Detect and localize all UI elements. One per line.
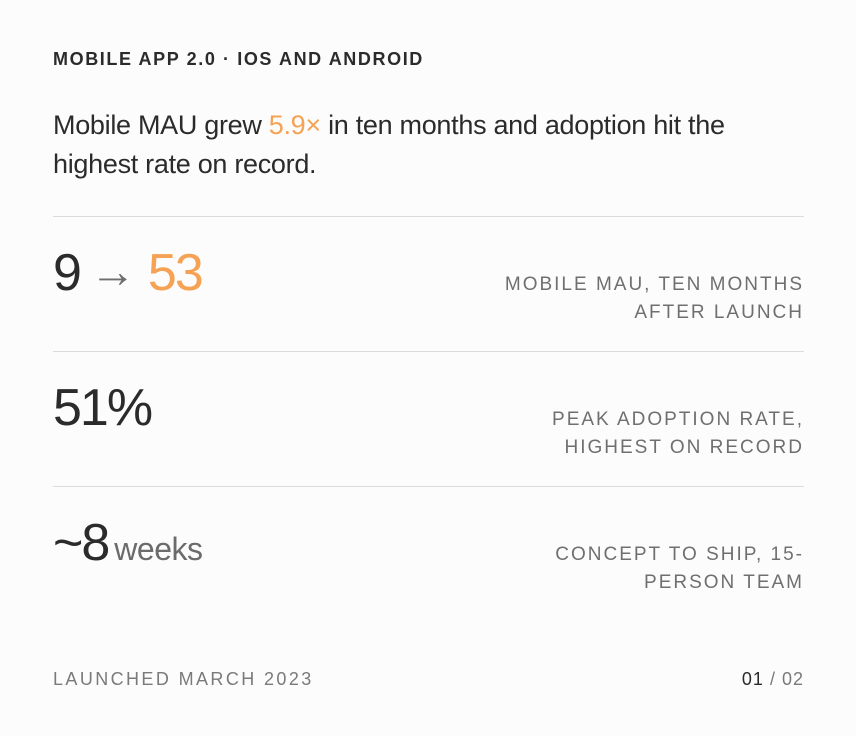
arrow-right-icon: → (89, 245, 136, 297)
pagination: 01 / 02 (742, 669, 804, 690)
stat-mau-growth: 9 → 53 (53, 243, 204, 304)
headline-text-before: Mobile MAU grew (53, 110, 269, 140)
page-total: 02 (781, 669, 804, 689)
stat-adoption-rate: 51% (53, 379, 153, 437)
headline-highlight: 5.9× (268, 110, 321, 140)
stat-ship-description: CONCEPT TO SHIP, 15-PERSON TEAM (555, 544, 804, 593)
divider (53, 216, 804, 217)
eyebrow-label: MOBILE APP 2.0 · IOS AND ANDROID (53, 49, 424, 69)
stat-to-value: 53 (147, 244, 204, 302)
stat-mau-description: MOBILE MAU, TEN MONTHS AFTER LAUNCH (504, 274, 804, 323)
case-study-card: MOBILE APP 2.0 · IOS AND ANDROID Mobile … (53, 0, 804, 736)
launch-date: LAUNCHED MARCH 2023 (53, 669, 314, 689)
stat-ship-time: ~8 weeks (53, 513, 203, 579)
headline-text-after: in ten months and adoption hit the highe… (53, 110, 725, 179)
stat-adoption-description: PEAK ADOPTION RATE, HIGHEST ON RECORD (552, 409, 804, 458)
headline: Mobile MAU grew 5.9× in ten months and a… (53, 106, 793, 184)
page-separator: / (763, 669, 782, 689)
divider (53, 486, 804, 487)
stat-ship-unit: weeks (114, 531, 203, 567)
page-current: 01 (741, 669, 764, 689)
stat-from-value: 9 (53, 244, 82, 302)
divider (53, 351, 804, 352)
stat-ship-value: ~8 (53, 514, 110, 572)
